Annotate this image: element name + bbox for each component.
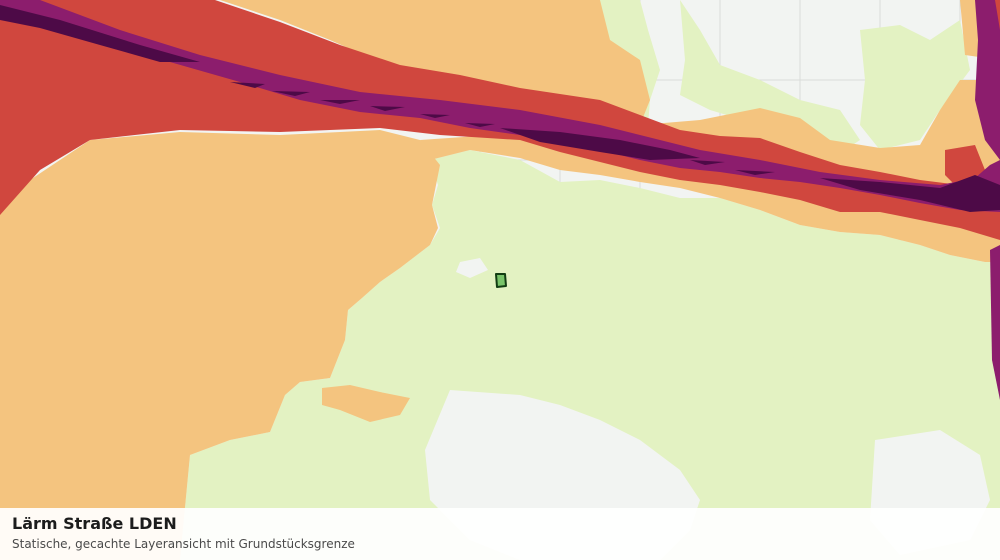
caption-title: Lärm Straße LDEN	[12, 514, 177, 533]
map-caption: Lärm Straße LDEN Statische, gecachte Lay…	[0, 508, 1000, 560]
property-parcel[interactable]	[495, 273, 507, 288]
noise-band-4	[0, 0, 1000, 400]
caption-subtitle: Statische, gecachte Layeransicht mit Gru…	[12, 537, 355, 551]
noise-band-5	[0, 5, 1000, 212]
